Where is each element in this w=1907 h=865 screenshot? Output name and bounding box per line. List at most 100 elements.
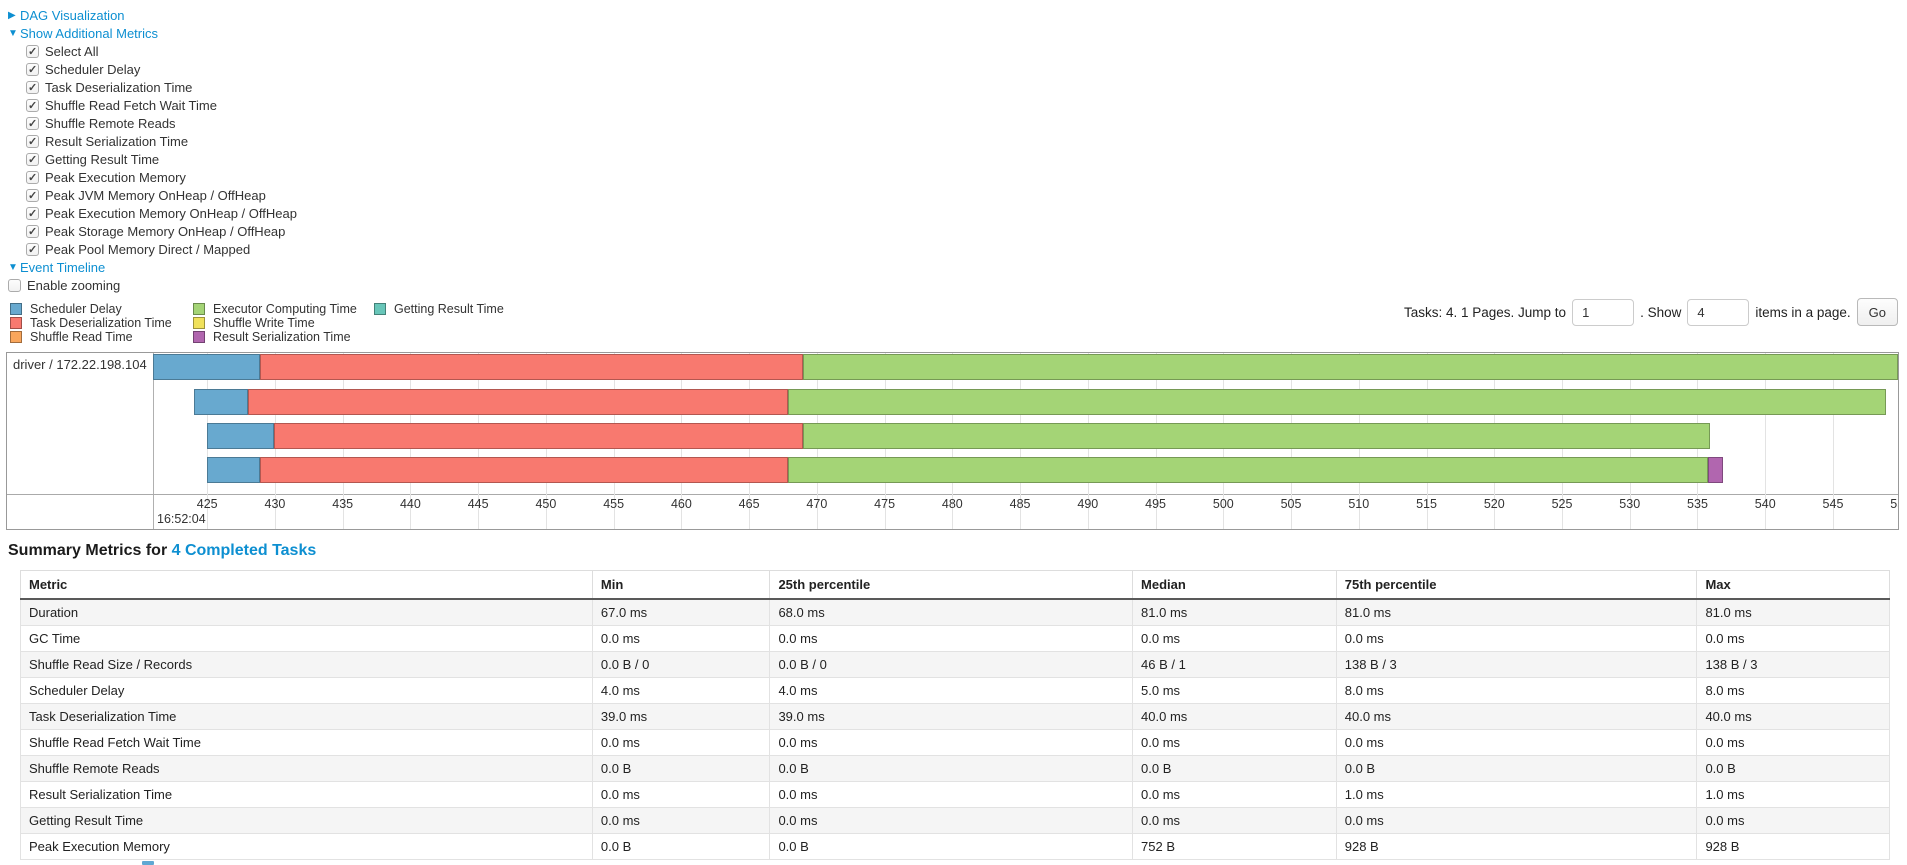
- metric-value-cell: 8.0 ms: [1335, 677, 1698, 704]
- legend-item: Shuffle Read Time: [10, 330, 193, 344]
- metric-checkbox-peak-pool-memory-direct-mapped[interactable]: [26, 242, 39, 256]
- event-timeline-link[interactable]: Event Timeline: [20, 259, 106, 275]
- metric-value-cell: 0.0 ms: [1132, 625, 1337, 652]
- metric-value-cell: 4.0 ms: [769, 677, 1134, 704]
- metric-checkbox-label: Task Deserialization Time: [45, 79, 193, 95]
- metric-checkbox-result-serialization-time[interactable]: [26, 134, 39, 148]
- enable-zooming-checkbox[interactable]: [8, 278, 21, 292]
- metric-checkbox-label: Peak Execution Memory OnHeap / OffHeap: [45, 205, 297, 221]
- summary-header-cell: Min: [591, 570, 771, 600]
- metric-name-cell: Task Deserialization Time: [20, 703, 593, 730]
- legend-label: Task Deserialization Time: [30, 316, 172, 330]
- dag-visualization-toggle[interactable]: ▶ DAG Visualization: [8, 6, 297, 24]
- metric-value-cell: 67.0 ms: [591, 598, 771, 626]
- result-serialization-bar-segment[interactable]: [1708, 457, 1724, 483]
- metric-name-cell: Shuffle Read Fetch Wait Time: [20, 729, 593, 756]
- task-deserialization-bar-segment[interactable]: [247, 389, 789, 415]
- metric-checkbox-getting-result-time[interactable]: [26, 152, 39, 166]
- metric-checkbox-label: Scheduler Delay: [45, 61, 141, 77]
- metric-checkbox-scheduler-delay[interactable]: [26, 62, 39, 76]
- metric-value-cell: 0.0 ms: [769, 807, 1134, 834]
- metric-value-cell: 928 B: [1335, 833, 1698, 860]
- legend-label: Result Serialization Time: [213, 330, 351, 344]
- metric-value-cell: 39.0 ms: [591, 703, 771, 730]
- metric-checkbox-shuffle-remote-reads[interactable]: [26, 116, 39, 130]
- axis-tick-label: 515: [1416, 497, 1437, 511]
- summary-title-text: Summary Metrics for: [8, 542, 172, 559]
- go-button[interactable]: Go: [1856, 298, 1898, 326]
- metric-value-cell: 81.0 ms: [1335, 598, 1698, 626]
- metric-checkbox-label: Getting Result Time: [45, 151, 160, 167]
- metric-value-cell: 0.0 ms: [769, 729, 1134, 756]
- metric-value-cell: 1.0 ms: [1696, 781, 1890, 808]
- summary-header-cell: 25th percentile: [769, 570, 1134, 600]
- expanded-triangle-icon: ▼: [8, 261, 18, 273]
- axis-tick-label: 450: [535, 497, 557, 511]
- scheduler-delay-bar-segment[interactable]: [207, 423, 274, 449]
- task-deserialization-bar-segment[interactable]: [273, 423, 804, 449]
- items-per-page-input[interactable]: [1687, 298, 1750, 326]
- metric-value-cell: 0.0 ms: [769, 625, 1134, 652]
- axis-start-time-label: 16:52:04: [157, 512, 206, 526]
- metric-value-cell: 928 B: [1696, 833, 1890, 860]
- show-additional-metrics-toggle[interactable]: ▼ Show Additional Metrics: [8, 24, 297, 42]
- metric-checkbox-peak-jvm-memory-onheap-offheap[interactable]: [26, 188, 39, 202]
- metric-value-cell: 40.0 ms: [1132, 703, 1337, 730]
- summary-table-row: Result Serialization Time 0.0 ms 0.0 ms 0.0…: [20, 781, 1890, 808]
- axis-tick-label: 545: [1822, 497, 1844, 511]
- metric-checkbox-peak-execution-memory-onheap-offheap[interactable]: [26, 206, 39, 220]
- task-deserialization-bar-segment[interactable]: [260, 354, 804, 380]
- axis-tick-label: 510: [1348, 497, 1370, 511]
- metric-checkbox-peak-execution-memory[interactable]: [26, 170, 39, 184]
- pagination-prefix-label: Tasks: 4. 1 Pages. Jump to: [1403, 304, 1567, 320]
- metric-value-cell: 40.0 ms: [1335, 703, 1698, 730]
- metric-name-cell: Duration: [20, 598, 593, 626]
- completed-tasks-link[interactable]: 4 Completed Tasks: [171, 542, 317, 559]
- axis-tick-label: 505: [1280, 497, 1302, 511]
- event-timeline-toggle[interactable]: ▼ Event Timeline: [8, 258, 297, 276]
- executor-computing-bar-segment[interactable]: [788, 457, 1709, 483]
- axis-tick-label: 460: [670, 497, 692, 511]
- metric-checkbox-task-deserialization-time[interactable]: [26, 80, 39, 94]
- timeline-legend: Scheduler Delay Task Deserialization Time…: [10, 302, 504, 344]
- shuffle-read-legend-swatch: [10, 331, 22, 343]
- pagination-show-label: . Show: [1640, 304, 1682, 320]
- legend-item: Scheduler Delay: [10, 302, 193, 316]
- metric-checkbox-row: Shuffle Read Fetch Wait Time: [26, 96, 297, 114]
- scheduler-delay-bar-segment[interactable]: [153, 354, 261, 380]
- metric-checkbox-label: Shuffle Read Fetch Wait Time: [45, 97, 217, 113]
- summary-table-row: Peak Execution Memory 0.0 B 0.0 B 752 B 928 …: [20, 833, 1890, 860]
- jump-to-page-input[interactable]: [1572, 298, 1635, 326]
- metric-value-cell: 138 B / 3: [1335, 651, 1698, 678]
- axis-tick-label: 435: [332, 497, 354, 511]
- metric-checkbox-peak-storage-memory-onheap-offheap[interactable]: [26, 224, 39, 238]
- metric-value-cell: 752 B: [1132, 833, 1337, 860]
- summary-table-row: GC Time 0.0 ms 0.0 ms 0.0 ms 0.0 ms 0.0 ms: [20, 625, 1890, 652]
- axis-gridline: [1832, 353, 1834, 529]
- label-column-divider: [153, 353, 154, 529]
- metric-checkbox-label: Peak Storage Memory OnHeap / OffHeap: [45, 223, 286, 239]
- metric-value-cell: 68.0 ms: [769, 598, 1134, 626]
- metric-value-cell: 4.0 ms: [591, 677, 771, 704]
- show-additional-metrics-link[interactable]: Show Additional Metrics: [20, 25, 159, 41]
- scheduler-delay-bar-segment[interactable]: [193, 389, 248, 415]
- executor-computing-bar-segment[interactable]: [803, 423, 1710, 449]
- summary-header-cell: Max: [1696, 570, 1890, 600]
- axis-tick-label: 470: [806, 497, 828, 511]
- metric-checkbox-shuffle-read-fetch-wait-time[interactable]: [26, 98, 39, 112]
- metric-checkbox-label: Select All: [45, 43, 99, 59]
- scheduler-delay-bar-segment[interactable]: [207, 457, 261, 483]
- executor-computing-bar-segment[interactable]: [803, 354, 1898, 380]
- dag-visualization-link[interactable]: DAG Visualization: [20, 7, 125, 23]
- axis-tick-label: 480: [941, 497, 963, 511]
- axis-tick-label: 475: [874, 497, 896, 511]
- pagination-suffix-label: items in a page.: [1755, 304, 1851, 320]
- metric-value-cell: 0.0 ms: [591, 729, 771, 756]
- executor-computing-bar-segment[interactable]: [788, 389, 1886, 415]
- metric-checkbox-label: Peak Execution Memory: [45, 169, 186, 185]
- metric-value-cell: 40.0 ms: [1696, 703, 1890, 730]
- metric-checkbox-select-all[interactable]: [26, 44, 39, 58]
- summary-header-cell: 75th percentile: [1335, 570, 1698, 600]
- task-pagination: Tasks: 4. 1 Pages. Jump to . Show items …: [1404, 296, 1898, 328]
- task-deserialization-bar-segment[interactable]: [260, 457, 789, 483]
